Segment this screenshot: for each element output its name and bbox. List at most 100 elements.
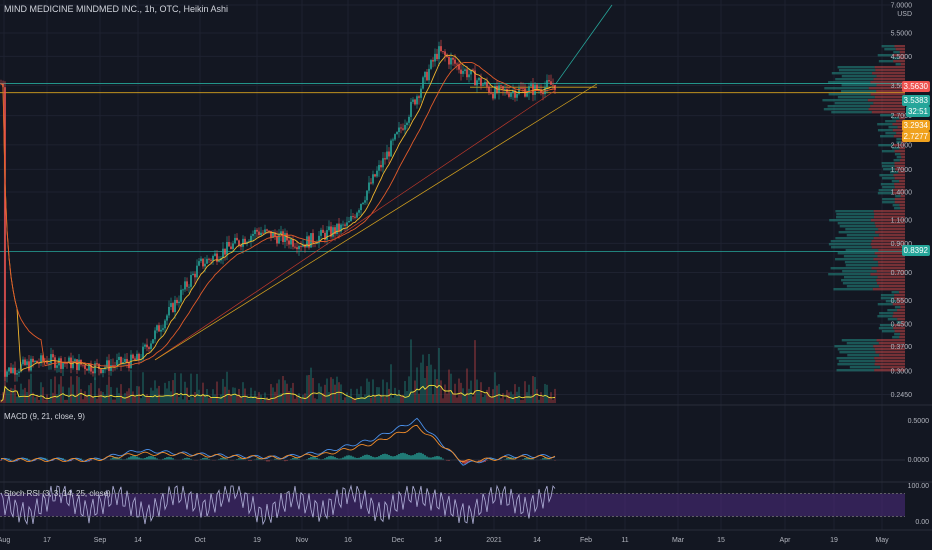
candle-body-219 (438, 46, 440, 60)
macd-hist-95 (190, 458, 192, 460)
vp-down-19 (873, 102, 905, 105)
volume-bar-102 (204, 394, 206, 403)
macd-hist-119 (238, 458, 240, 460)
y-tick-16: 0.2450 (891, 392, 913, 399)
candle-body-16 (32, 358, 34, 363)
candle-body-140 (280, 231, 282, 235)
volume-bar-74 (148, 396, 150, 403)
vp-down-48 (893, 189, 905, 192)
macd-hist-168 (336, 458, 338, 460)
volume-bar-251 (502, 393, 504, 403)
volume-bar-126 (252, 395, 254, 403)
volume-bar-96 (192, 397, 194, 403)
x-tick-0: Aug (0, 537, 10, 544)
vp-up-99 (846, 342, 879, 345)
volume-bar-186 (372, 379, 374, 403)
candle-body-220 (440, 46, 442, 52)
candle-body-97 (194, 273, 196, 278)
macd-hist-109 (218, 458, 220, 460)
volume-bar-158 (316, 399, 318, 403)
vp-up-78 (841, 279, 877, 282)
vp-down-69 (874, 252, 905, 255)
macd-hist-274 (548, 458, 550, 460)
candle-body-15 (30, 358, 32, 371)
candle-body-103 (206, 258, 208, 264)
y-tick-0: 7.0000 (891, 2, 913, 9)
macd-hist-71 (142, 458, 144, 460)
vp-up-62 (838, 231, 876, 234)
volume-bar-220 (440, 380, 442, 403)
volume-bar-30 (60, 376, 62, 403)
volume-bar-148 (296, 395, 298, 403)
volume-bar-229 (458, 378, 460, 403)
volume-bar-82 (164, 382, 166, 403)
candle-body-108 (216, 253, 218, 262)
candle-body-83 (166, 315, 168, 321)
candle-body-8 (16, 373, 18, 375)
vp-up-63 (846, 234, 879, 237)
candle-body-188 (376, 170, 378, 177)
candle-body-231 (462, 70, 464, 74)
candle-body-102 (204, 263, 206, 267)
vp-up-18 (822, 99, 868, 102)
x-tick-5: 19 (253, 537, 261, 544)
macd-hist-271 (542, 458, 544, 460)
macd-hist-170 (340, 458, 342, 460)
volume-bar-149 (298, 393, 300, 403)
macd-hist-235 (470, 460, 472, 462)
volume-bar-37 (74, 395, 76, 403)
vp-up-38 (893, 159, 900, 162)
candle-body-156 (312, 233, 314, 243)
candle-body-57 (114, 365, 116, 367)
vp-up-66 (828, 243, 871, 246)
candle-body-235 (470, 69, 472, 75)
candle-body-66 (132, 354, 134, 359)
vp-down-23 (893, 114, 905, 117)
volume-bar-185 (370, 397, 372, 403)
candle-body-250 (500, 85, 502, 87)
vp-down-78 (876, 279, 905, 282)
volume-bar-64 (128, 388, 130, 403)
vp-down-57 (873, 216, 905, 219)
vp-up-8 (838, 69, 876, 72)
volume-bar-142 (284, 380, 286, 403)
macd-hist-266 (532, 458, 534, 460)
candle-body-58 (116, 360, 118, 366)
volume-bar-41 (82, 399, 84, 403)
candle-body-241 (482, 84, 484, 86)
vp-down-39 (894, 162, 905, 165)
candle-body-158 (316, 243, 318, 245)
volume-bar-14 (28, 379, 30, 403)
macd-hist-158 (316, 457, 318, 460)
candle-body-258 (516, 94, 518, 98)
vp-down-37 (901, 156, 905, 159)
candlestick-series (0, 39, 556, 383)
vp-up-74 (830, 267, 872, 270)
vp-down-86 (892, 303, 905, 306)
macd-hist-233 (466, 460, 468, 464)
candle-body-166 (332, 227, 334, 237)
vp-up-71 (835, 258, 874, 261)
volume-bar-227 (454, 383, 456, 403)
candle-body-239 (478, 77, 480, 81)
vp-down-54 (900, 207, 905, 210)
candle-body-168 (336, 223, 338, 235)
volume-bar-84 (168, 381, 170, 403)
y-tick-6: 2.1000 (891, 142, 913, 149)
candle-body-133 (266, 229, 268, 231)
stoch-k-line (0, 484, 556, 526)
vp-down-85 (896, 300, 905, 303)
macd-hist-175 (350, 455, 352, 460)
volume-bar-50 (100, 391, 102, 403)
volume-bar-131 (262, 399, 264, 403)
volume-bar-225 (450, 373, 452, 403)
volume-bar-173 (346, 392, 348, 403)
vp-down-6 (900, 63, 905, 66)
volume-bar-206 (412, 390, 414, 403)
volume-bar-9 (18, 396, 20, 403)
vp-up-39 (881, 162, 895, 165)
stoch-rsi-label: Stoch RSI (3, 3, 14, 25, close) (4, 489, 111, 498)
vp-down-68 (878, 249, 905, 252)
volume-bar-19 (38, 399, 40, 403)
